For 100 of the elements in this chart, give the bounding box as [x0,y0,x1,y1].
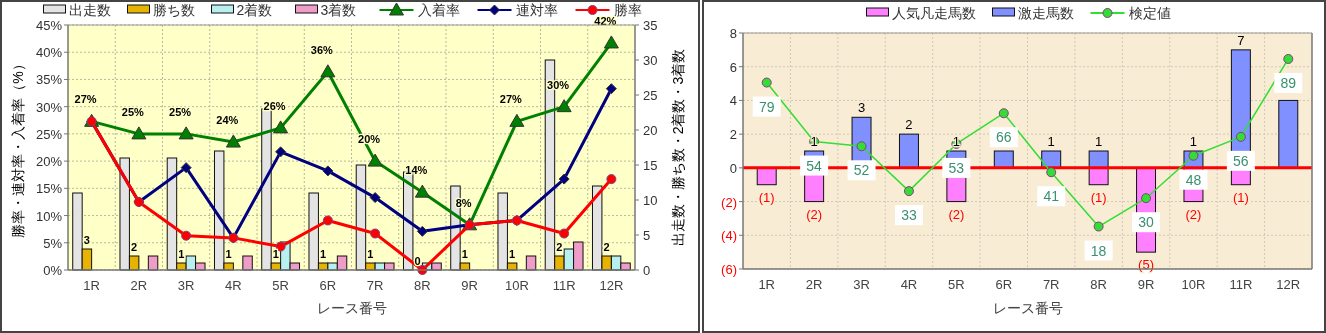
data-label: 1 [509,248,516,260]
legend-label: 連対率 [515,2,558,18]
y2-tick-label: 0 [643,263,651,278]
data-label: 56 [1233,152,1249,169]
bar [1088,167,1109,186]
y-tick-label: 0 [729,160,737,176]
y2-tick-label: 35 [643,18,658,33]
point [320,64,336,78]
data-label: 48 [1185,171,1202,188]
data-label: 1 [810,134,818,149]
data-label: 1 [178,248,185,260]
data-label: 14% [405,164,428,177]
point [606,174,617,185]
point [275,241,286,252]
y-tick-label: 5% [43,235,63,251]
x-tick-label: 2R [805,277,823,292]
point [181,230,192,241]
data-label: 53 [948,159,965,176]
legend-label: 出走数 [68,2,111,18]
y-tick-label: 6 [729,59,737,75]
y-tick-label: 20% [35,154,63,170]
point [1283,53,1294,64]
data-label: 1 [1095,134,1103,149]
bar [147,255,159,271]
y-tick-label: (2) [721,194,737,210]
data-label: 1 [320,248,327,260]
bar [525,255,537,271]
bar [756,167,777,186]
data-label: 89 [1280,74,1297,91]
y-axis-title: 勝率・連対率・入着率（%） [10,57,26,238]
x-tick-label: 6R [995,277,1013,292]
point [556,99,572,113]
legend-label: 3着数 [320,2,357,18]
point [414,184,430,198]
point [903,186,914,197]
y-tick-label: 30% [35,99,63,115]
data-label: 27% [74,93,97,106]
x-tick-label: 3R [853,277,870,292]
point [131,126,147,140]
data-label: (2) [806,206,823,222]
x-tick-label: 7R [1042,277,1060,292]
point [605,83,617,95]
y2-tick-label: 10 [643,193,658,208]
x-tick-label: 5R [948,277,965,292]
data-label: 24% [216,114,239,127]
data-label: 1 [272,248,279,260]
x-tick-label: 11R [1229,277,1253,292]
y2-tick-label: 15 [643,158,658,173]
y2-tick-label: 25 [643,88,658,103]
point [178,126,194,140]
data-label: 27% [499,93,523,106]
data-label: 1 [1189,134,1198,149]
x-tick-label: 10R [1181,277,1206,292]
y-tick-label: 0% [43,263,63,278]
point [1141,193,1152,204]
data-label: 1 [225,248,232,260]
x-tick-label: 1R [83,278,100,293]
x-tick-label: 8R [1090,277,1107,292]
point [1235,131,1246,142]
y-tick-label: 10% [35,208,63,224]
data-label: (1) [1232,189,1249,205]
data-label: 1 [367,248,374,260]
point [416,225,428,237]
point [273,120,289,134]
bar [242,255,253,271]
bar [1278,99,1299,169]
data-label: 25% [169,105,192,118]
point [322,215,333,226]
x-tick-label: 9R [1137,277,1155,292]
x-tick-label: 5R [272,278,289,293]
legend-label: 2着数 [236,2,273,18]
data-label: 18 [1090,242,1107,259]
point [856,141,867,152]
y-tick-label: 45% [35,18,63,33]
point [275,146,287,158]
data-label: (5) [1138,257,1154,273]
x-tick-label: 12R [599,278,624,293]
point [558,173,570,185]
point [761,77,772,88]
data-label: (2) [1185,206,1202,222]
legend-label: 入着率 [417,2,460,18]
y-tick-label: 40% [35,45,63,61]
y-tick-label: (4) [721,228,737,244]
data-label: (1) [758,189,775,205]
legend-label: 勝ち数 [152,2,195,18]
data-label: 2 [556,241,563,253]
point [998,108,1009,119]
y-tick-label: (6) [721,262,737,277]
point [509,113,525,127]
y-tick-label: 2 [729,127,737,143]
point [322,165,334,177]
data-label: 25% [121,105,145,118]
data-label: 2 [131,241,138,253]
data-label: 52 [853,162,870,179]
y-tick-label: 8 [729,26,737,41]
point [369,192,381,204]
y-tick-label: 25% [35,126,63,142]
x-tick-label: 4R [225,278,242,293]
point [367,153,383,167]
legend-label: 激走馬数 [1017,5,1074,21]
